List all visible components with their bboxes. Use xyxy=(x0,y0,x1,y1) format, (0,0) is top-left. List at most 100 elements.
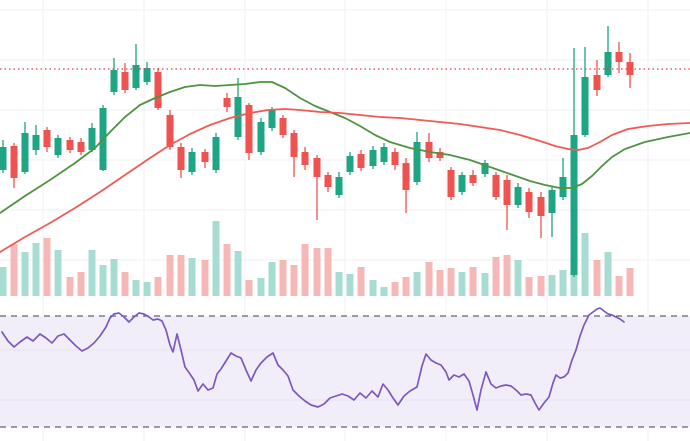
volume-bar xyxy=(481,273,489,296)
volume-bar xyxy=(335,272,343,296)
candle-body xyxy=(212,137,220,170)
volume-bar xyxy=(380,287,388,296)
candle-body xyxy=(492,175,500,197)
candle-body xyxy=(604,52,612,75)
volume-bar xyxy=(346,274,354,296)
candle-body xyxy=(21,133,29,172)
volume-bar xyxy=(290,265,298,296)
volume-bar xyxy=(436,270,444,296)
volume-bar xyxy=(32,243,40,296)
volume-bars-layer xyxy=(0,221,634,296)
candle-body xyxy=(503,180,511,205)
volume-bar xyxy=(121,272,129,296)
candle-body xyxy=(559,177,567,197)
candle-body xyxy=(570,135,578,275)
volume-bar xyxy=(615,276,623,296)
moving-averages-layer xyxy=(0,81,690,253)
candle-body xyxy=(10,146,18,178)
volume-bar xyxy=(21,252,29,296)
candle-body xyxy=(458,175,466,192)
volume-bar xyxy=(391,282,399,296)
candle-body xyxy=(66,140,74,150)
volume-bar xyxy=(413,272,421,296)
volume-bar xyxy=(212,221,220,296)
candle-body xyxy=(223,98,231,107)
ma-green-line xyxy=(0,81,690,214)
candle-body xyxy=(177,147,185,170)
volume-bar xyxy=(245,280,253,296)
candle-body xyxy=(166,115,174,147)
volume-bar xyxy=(0,267,7,296)
volume-bar xyxy=(593,260,601,296)
candle-body xyxy=(121,72,129,90)
candles-layer xyxy=(0,26,634,277)
ma-red-line xyxy=(0,108,690,253)
volume-bar xyxy=(143,282,151,296)
volume-bar xyxy=(257,278,265,296)
candle-body xyxy=(436,152,444,158)
candle-body xyxy=(201,152,209,162)
candle-body xyxy=(447,170,455,197)
candle-body xyxy=(154,72,162,108)
volume-bar xyxy=(324,248,332,296)
candle-body xyxy=(593,75,601,90)
candle-body xyxy=(481,163,489,174)
volume-bar xyxy=(537,276,545,296)
volume-bar xyxy=(503,255,511,296)
candle-body xyxy=(425,142,433,158)
volume-bar xyxy=(110,259,118,296)
volume-bar xyxy=(357,267,365,296)
volume-bar xyxy=(166,255,174,296)
candle-body xyxy=(132,65,140,88)
candle-body xyxy=(245,105,253,153)
candle-body xyxy=(380,147,388,162)
candle-body xyxy=(525,192,533,212)
volume-bar xyxy=(313,248,321,296)
volume-bar xyxy=(447,268,455,296)
volume-bar xyxy=(132,280,140,296)
volume-bar xyxy=(88,250,96,296)
candle-body xyxy=(346,156,354,172)
volume-bar xyxy=(268,262,276,296)
volume-bar xyxy=(425,262,433,296)
rsi-band xyxy=(0,316,690,427)
volume-bar xyxy=(279,260,287,296)
candle-body xyxy=(413,142,421,182)
volume-bar xyxy=(402,277,410,296)
volume-bar xyxy=(54,250,62,296)
volume-bar xyxy=(570,267,578,296)
candle-body xyxy=(324,175,332,187)
volume-bar xyxy=(514,260,522,296)
candle-body xyxy=(188,152,196,172)
rsi-line xyxy=(1,307,625,411)
candle-body xyxy=(335,177,343,195)
candle-body xyxy=(0,147,7,170)
candle-body xyxy=(290,133,298,157)
candle-body xyxy=(43,130,51,147)
volume-bar xyxy=(10,244,18,296)
volume-bar xyxy=(469,267,477,296)
candle-body xyxy=(143,68,151,82)
volume-bar xyxy=(43,238,51,296)
volume-bar xyxy=(66,277,74,296)
candle-body xyxy=(313,158,321,177)
candle-body xyxy=(537,197,545,216)
volume-bar xyxy=(581,233,589,296)
candle-body xyxy=(257,122,265,152)
volume-bar xyxy=(458,272,466,296)
volume-bar xyxy=(369,280,377,296)
candle-body xyxy=(548,190,556,213)
volume-bar xyxy=(77,272,85,296)
candle-body xyxy=(279,118,287,135)
candle-body xyxy=(469,175,477,183)
volume-bar xyxy=(201,260,209,296)
candle-body xyxy=(110,70,118,92)
candle-body xyxy=(357,154,365,168)
volume-bar xyxy=(525,277,533,296)
candle-body xyxy=(402,163,410,190)
volume-bar xyxy=(99,265,107,296)
candle-body xyxy=(581,77,589,135)
volume-bar xyxy=(234,251,242,296)
